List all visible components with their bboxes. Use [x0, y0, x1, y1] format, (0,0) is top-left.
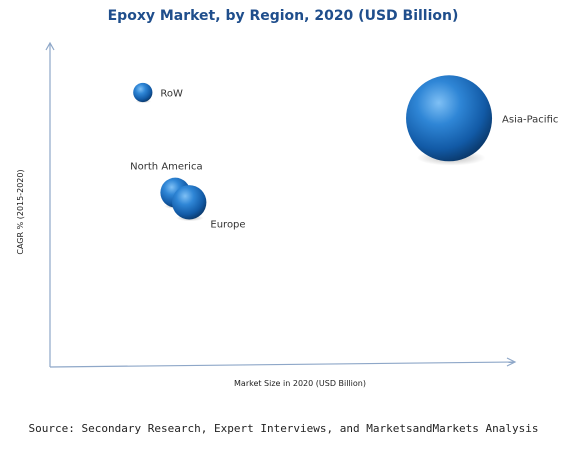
bubble-label-asia-pacific: Asia-Pacific	[502, 114, 558, 125]
bubbles-layer: Asia-Pacific RoW North America Europe	[130, 75, 558, 230]
source-note: Source: Secondary Research, Expert Inter…	[28, 422, 539, 435]
x-axis-arrow	[506, 357, 517, 367]
bubble-label-row: RoW	[160, 88, 183, 99]
axes	[45, 41, 517, 368]
y-axis-label: CAGR % (2015-2020)	[16, 169, 25, 254]
bubble-label-europe: Europe	[210, 219, 245, 230]
bubble-row	[133, 82, 153, 103]
bubble-asia-pacific	[406, 75, 493, 162]
x-axis-label: Market Size in 2020 (USD Billion)	[234, 379, 366, 388]
bubble-chart: Epoxy Market, by Region, 2020 (USD Billi…	[16, 8, 558, 388]
bubble-europe	[172, 185, 207, 220]
y-axis-arrow	[45, 41, 55, 51]
x-axis	[49, 361, 515, 368]
bubble-label-north-america: North America	[130, 162, 202, 173]
chart-title: Epoxy Market, by Region, 2020 (USD Billi…	[108, 8, 459, 24]
